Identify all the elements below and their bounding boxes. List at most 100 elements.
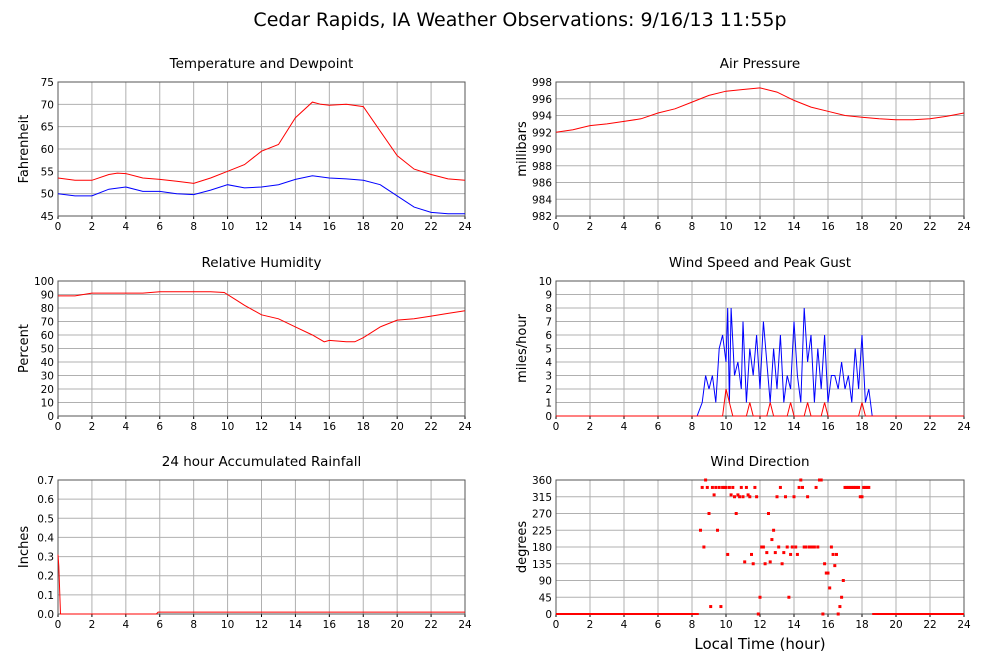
data-point bbox=[726, 552, 730, 556]
data-point bbox=[792, 495, 796, 499]
data-point bbox=[716, 528, 719, 532]
y-axis-label: Inches bbox=[17, 526, 32, 568]
y-tick-label: 5 bbox=[545, 344, 552, 356]
data-point bbox=[780, 562, 784, 566]
data-point bbox=[819, 478, 823, 482]
data-point bbox=[717, 485, 721, 489]
plot-frame bbox=[57, 479, 466, 615]
chart-title: Relative Humidity bbox=[202, 255, 322, 271]
x-tick-label: 20 bbox=[390, 421, 403, 433]
data-point bbox=[814, 485, 818, 489]
x-tick-label: 20 bbox=[889, 221, 902, 233]
y-tick-label: 990 bbox=[532, 144, 552, 156]
x-tick-label: 18 bbox=[357, 421, 370, 433]
data-point bbox=[758, 595, 762, 599]
y-tick-label: 0 bbox=[545, 609, 552, 621]
data-point bbox=[833, 564, 837, 568]
data-point bbox=[799, 478, 803, 482]
y-tick-label: 988 bbox=[532, 161, 552, 173]
data-point bbox=[843, 485, 847, 489]
y-tick-label: 0 bbox=[47, 411, 54, 423]
x-tick-label: 18 bbox=[855, 619, 868, 631]
x-tick-label: 22 bbox=[923, 221, 936, 233]
x-tick-label: 8 bbox=[689, 619, 696, 631]
data-point bbox=[773, 551, 777, 555]
data-point bbox=[848, 485, 852, 489]
y-tick-label: 992 bbox=[532, 127, 552, 139]
x-tick-label: 2 bbox=[89, 619, 96, 631]
data-point bbox=[807, 545, 811, 549]
data-point bbox=[857, 485, 861, 489]
x-tick-label: 22 bbox=[923, 421, 936, 433]
data-point bbox=[756, 612, 760, 616]
data-point bbox=[816, 545, 820, 549]
series-line-1 bbox=[556, 388, 964, 417]
series-line-1 bbox=[57, 175, 465, 215]
data-point bbox=[736, 493, 740, 497]
data-point bbox=[821, 612, 825, 616]
series-line-0 bbox=[57, 101, 466, 184]
data-point bbox=[753, 485, 757, 489]
x-tick-label: 8 bbox=[689, 421, 696, 433]
y-axis-label: Percent bbox=[17, 324, 32, 373]
data-point bbox=[846, 485, 850, 489]
plot-frame bbox=[555, 479, 965, 615]
y-tick-label: 6 bbox=[545, 330, 552, 342]
series-points bbox=[556, 478, 964, 616]
x-tick-label: 16 bbox=[323, 619, 337, 631]
data-point bbox=[795, 552, 799, 556]
x-tick-label: 6 bbox=[655, 221, 662, 233]
y-tick-label: 50 bbox=[41, 344, 54, 356]
y-tick-label: 270 bbox=[532, 509, 552, 521]
data-point bbox=[709, 605, 713, 609]
data-point bbox=[722, 485, 726, 489]
data-point bbox=[767, 512, 770, 515]
data-point bbox=[797, 485, 801, 489]
x-tick-label: 8 bbox=[190, 619, 197, 631]
data-point bbox=[824, 571, 828, 575]
x-tick-label: 12 bbox=[255, 221, 268, 233]
y-tick-label: 60 bbox=[41, 144, 54, 156]
data-point bbox=[760, 545, 764, 549]
x-tick-label: 22 bbox=[424, 221, 437, 233]
data-point bbox=[733, 495, 736, 499]
chart-title: Temperature and Dewpoint bbox=[169, 56, 354, 72]
y-tick-label: 65 bbox=[41, 122, 54, 134]
y-tick-label: 3 bbox=[545, 371, 552, 383]
data-point bbox=[801, 485, 804, 489]
y-tick-label: 0.4 bbox=[37, 532, 54, 544]
x-tick-label: 14 bbox=[289, 619, 303, 631]
data-point bbox=[702, 545, 706, 549]
x-tick-label: 22 bbox=[923, 619, 936, 631]
x-tick-label: 18 bbox=[357, 221, 370, 233]
data-point bbox=[734, 512, 738, 515]
data-point bbox=[782, 551, 786, 555]
y-tick-label: 0 bbox=[545, 411, 552, 423]
data-point bbox=[860, 495, 864, 499]
data-point bbox=[768, 560, 772, 564]
y-tick-label: 986 bbox=[532, 178, 552, 190]
page-title: Cedar Rapids, IA Weather Observations: 9… bbox=[253, 9, 786, 31]
x-tick-label: 0 bbox=[55, 619, 62, 631]
y-tick-label: 0.3 bbox=[37, 552, 54, 564]
y-tick-label: 100 bbox=[34, 276, 54, 288]
x-tick-label: 12 bbox=[255, 619, 268, 631]
x-tick-label: 20 bbox=[390, 221, 403, 233]
y-tick-label: 9 bbox=[545, 290, 552, 302]
data-point bbox=[705, 485, 709, 489]
plot-frame bbox=[57, 81, 466, 217]
y-tick-label: 80 bbox=[41, 303, 54, 315]
x-tick-label: 24 bbox=[458, 221, 472, 233]
x-tick-label: 10 bbox=[221, 221, 234, 233]
x-tick-label: 6 bbox=[156, 421, 163, 433]
data-point bbox=[845, 485, 849, 489]
x-tick-label: 14 bbox=[787, 221, 801, 233]
x-tick-label: 0 bbox=[553, 421, 560, 433]
data-point bbox=[806, 495, 810, 499]
data-point bbox=[787, 595, 791, 599]
x-tick-label: 20 bbox=[889, 619, 902, 631]
y-tick-label: 2 bbox=[545, 384, 552, 396]
